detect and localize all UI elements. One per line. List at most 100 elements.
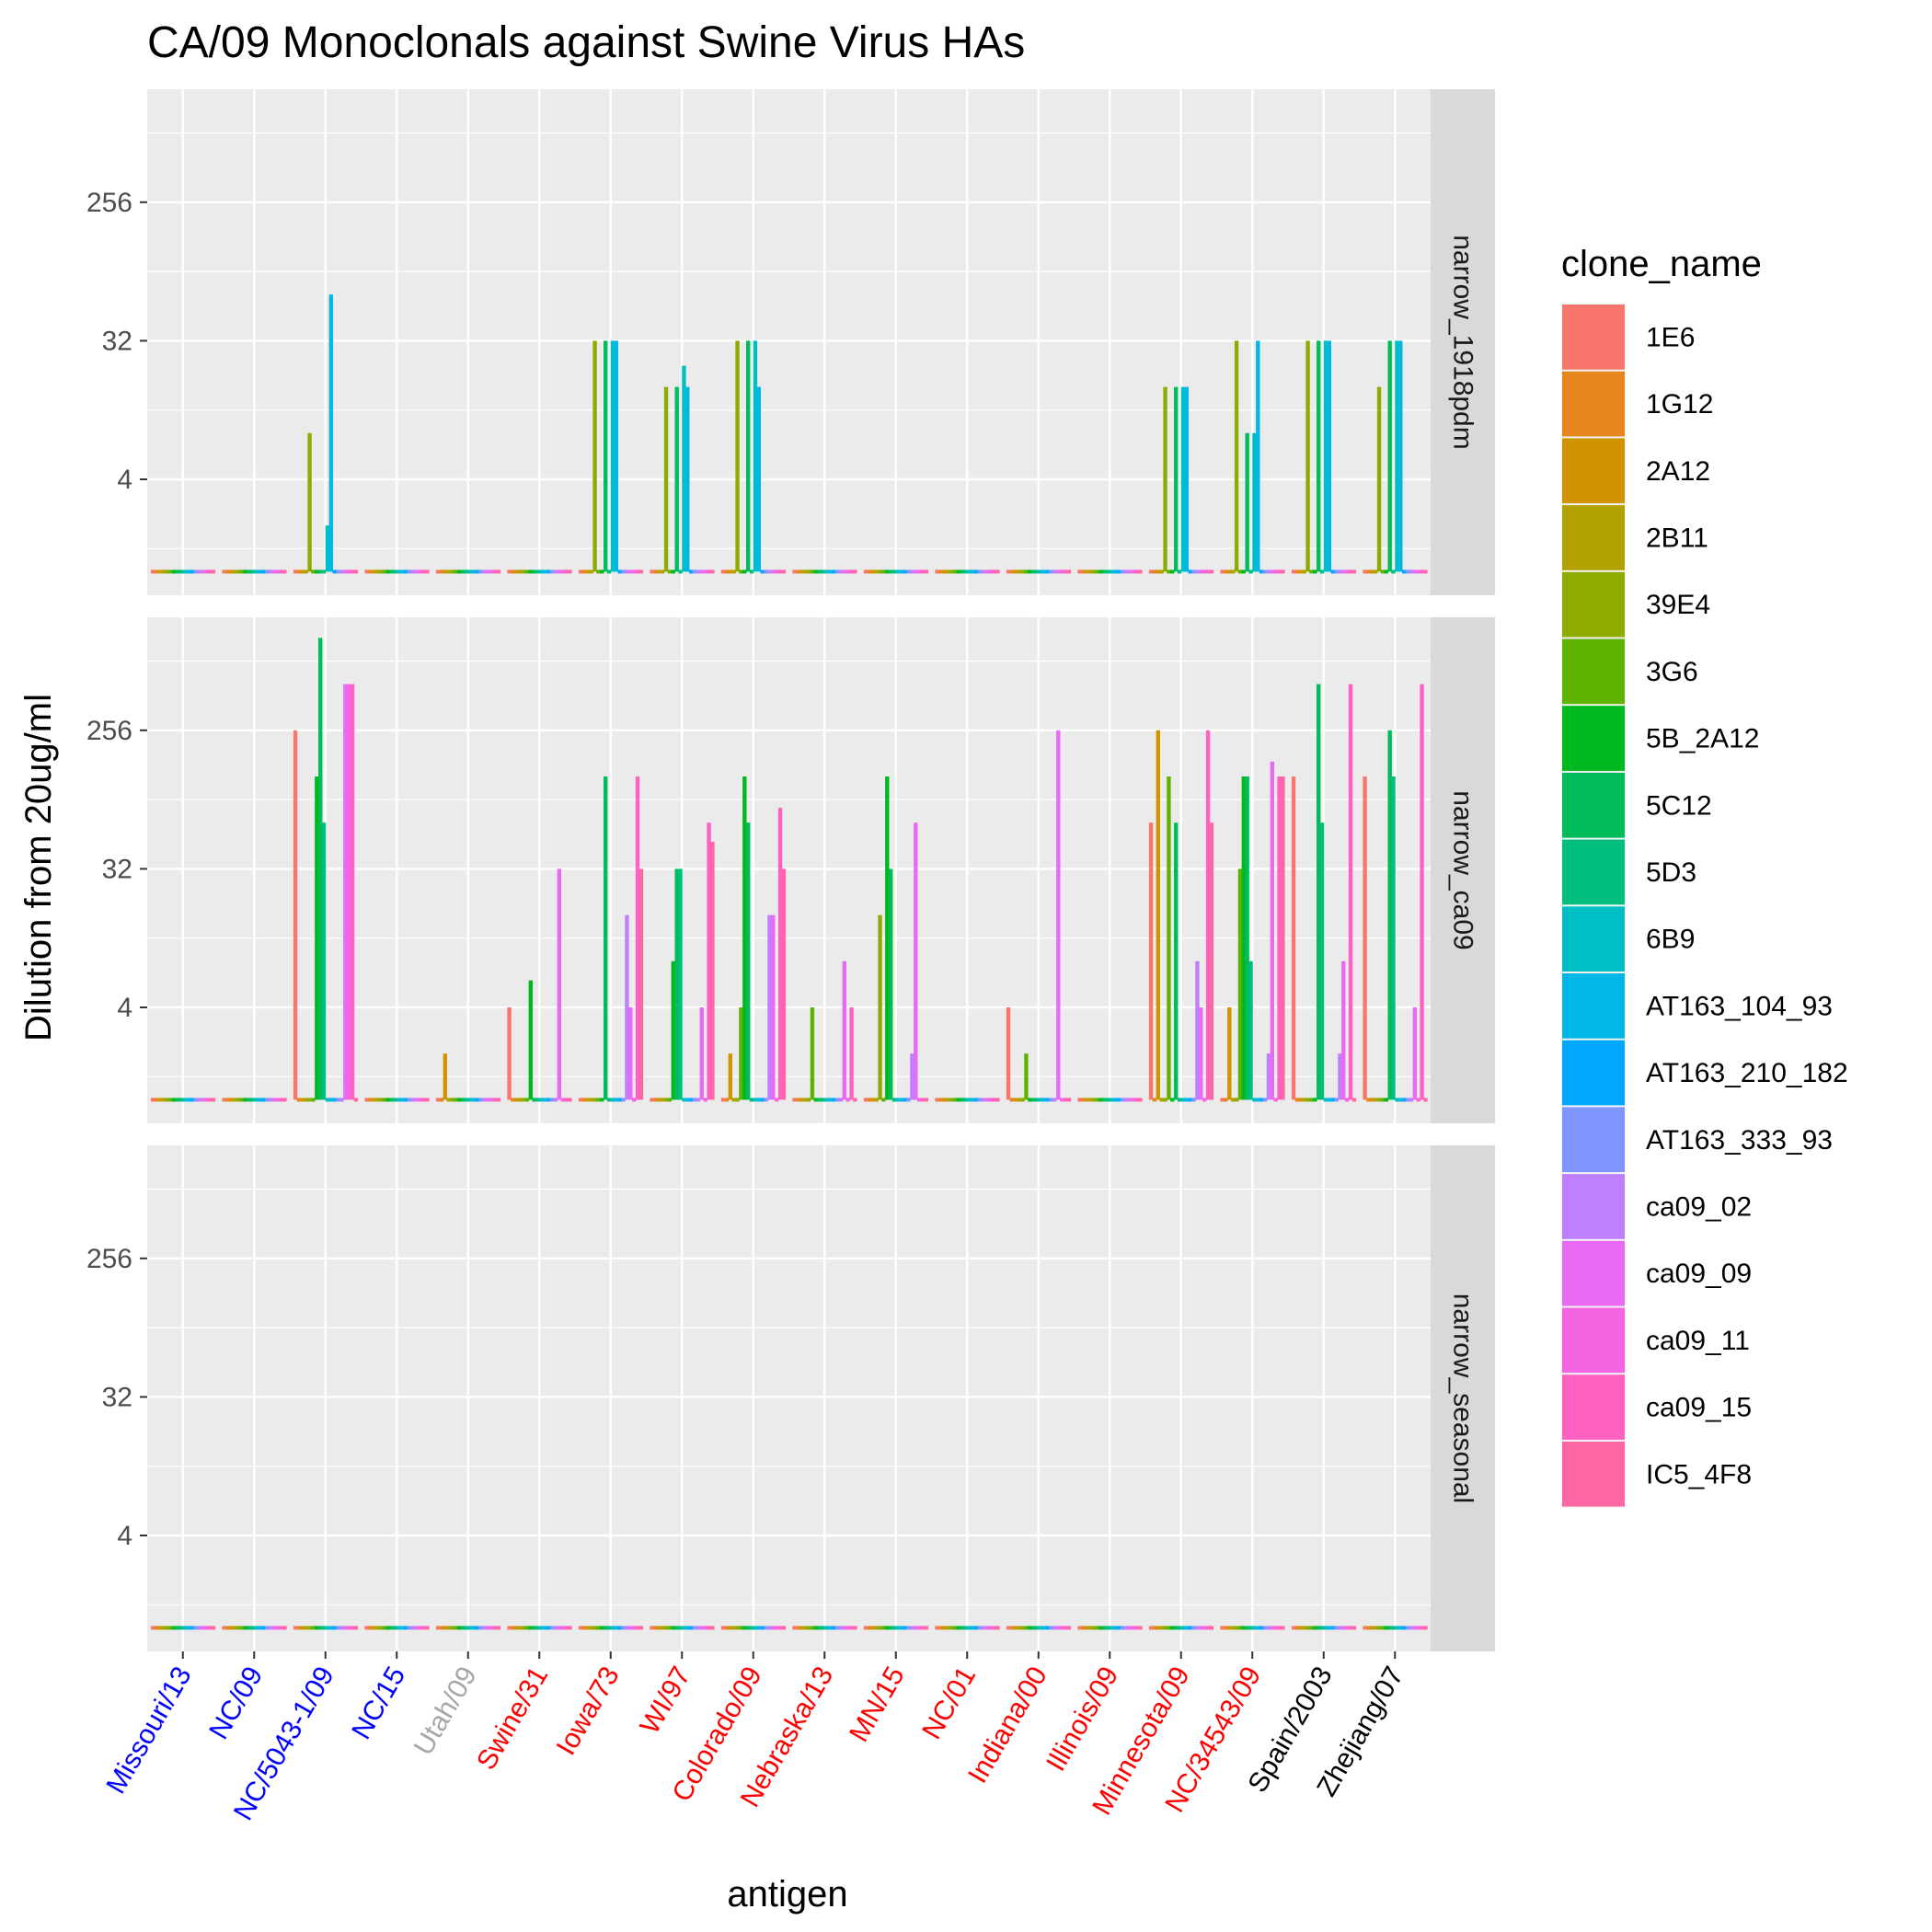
bar xyxy=(1045,1626,1050,1630)
legend-label: 3G6 xyxy=(1646,657,1698,687)
bar xyxy=(378,1626,384,1630)
bar xyxy=(960,1098,964,1102)
bar xyxy=(1345,1098,1350,1102)
bar xyxy=(247,1098,251,1102)
bar xyxy=(1391,1626,1396,1630)
bar xyxy=(204,1098,209,1102)
facet-strip xyxy=(1431,617,1495,1123)
bar xyxy=(699,1626,704,1630)
bar xyxy=(154,569,159,574)
bar xyxy=(796,1626,800,1630)
bar xyxy=(275,1098,280,1102)
bar xyxy=(635,1626,640,1630)
bar xyxy=(157,1626,162,1630)
bar xyxy=(315,776,319,1100)
legend-label: 5B_2A12 xyxy=(1646,724,1759,754)
bar xyxy=(446,569,451,574)
bar xyxy=(1341,1626,1346,1630)
bar xyxy=(832,569,836,574)
bar xyxy=(467,569,473,574)
bar xyxy=(903,1626,907,1630)
bar xyxy=(974,1626,979,1630)
bar xyxy=(1028,1098,1032,1102)
bar xyxy=(347,1626,351,1630)
legend-label: ca09_09 xyxy=(1646,1259,1752,1289)
legend-key xyxy=(1562,1107,1625,1173)
bar xyxy=(914,822,918,1100)
bar xyxy=(596,1098,601,1102)
bar xyxy=(746,340,751,572)
bar xyxy=(332,1098,337,1102)
bar xyxy=(518,569,523,574)
bar xyxy=(318,638,323,1100)
legend-key xyxy=(1562,638,1625,705)
bar xyxy=(1273,569,1278,574)
bar xyxy=(568,1098,572,1102)
bar xyxy=(1252,1098,1257,1102)
bar xyxy=(849,569,854,574)
panel-background xyxy=(147,89,1431,595)
bar xyxy=(992,1626,996,1630)
bar xyxy=(1273,1626,1278,1630)
bar xyxy=(689,1626,694,1630)
facet-strip xyxy=(1431,89,1495,595)
bar xyxy=(1220,1626,1225,1630)
legend-label: AT163_104_93 xyxy=(1646,991,1833,1021)
bar xyxy=(821,1626,825,1630)
bar xyxy=(328,1098,333,1102)
bar xyxy=(771,1626,776,1630)
bar xyxy=(707,1626,711,1630)
bar xyxy=(1398,340,1403,572)
bar xyxy=(236,1098,241,1102)
bar xyxy=(304,1098,308,1102)
bar xyxy=(165,1098,169,1102)
bar xyxy=(592,1098,597,1102)
bar xyxy=(1327,340,1331,572)
bar xyxy=(496,1626,501,1630)
bar xyxy=(1348,684,1353,1100)
bar xyxy=(1013,569,1018,574)
bar xyxy=(486,1098,490,1102)
bar xyxy=(878,914,882,1100)
bar xyxy=(1395,1098,1399,1102)
bar xyxy=(720,1098,726,1102)
facet-strip-label: narrow_ca09 xyxy=(1448,790,1478,949)
bar xyxy=(1345,569,1350,574)
bar xyxy=(1134,1098,1139,1102)
bar xyxy=(421,1626,426,1630)
bar xyxy=(557,868,561,1100)
bar xyxy=(949,569,954,574)
bar xyxy=(635,569,640,574)
bar xyxy=(977,1098,983,1102)
bar xyxy=(1291,569,1296,574)
bar xyxy=(1163,1098,1167,1102)
bar xyxy=(638,569,644,574)
bar xyxy=(910,1626,914,1630)
bar xyxy=(710,569,715,574)
bar xyxy=(193,1626,198,1630)
bar xyxy=(1088,569,1093,574)
bar xyxy=(454,1626,458,1630)
x-axis-title: antigen xyxy=(727,1874,847,1915)
bar xyxy=(910,569,914,574)
bar xyxy=(400,569,405,574)
bar xyxy=(956,1098,960,1102)
bar xyxy=(710,842,715,1100)
bar xyxy=(742,1626,747,1630)
bar xyxy=(632,1626,637,1630)
bar xyxy=(1038,569,1043,574)
bar xyxy=(211,569,216,574)
bar xyxy=(150,1098,155,1102)
bar xyxy=(443,569,447,574)
bar xyxy=(632,1098,637,1102)
bar xyxy=(382,1626,387,1630)
bar xyxy=(764,1626,768,1630)
bar xyxy=(1028,1626,1032,1630)
bar xyxy=(1302,569,1306,574)
bar xyxy=(600,1098,604,1102)
bar xyxy=(521,1098,526,1102)
bar xyxy=(1031,1626,1036,1630)
bar xyxy=(817,569,822,574)
bar xyxy=(300,1626,305,1630)
bar xyxy=(1423,1626,1428,1630)
